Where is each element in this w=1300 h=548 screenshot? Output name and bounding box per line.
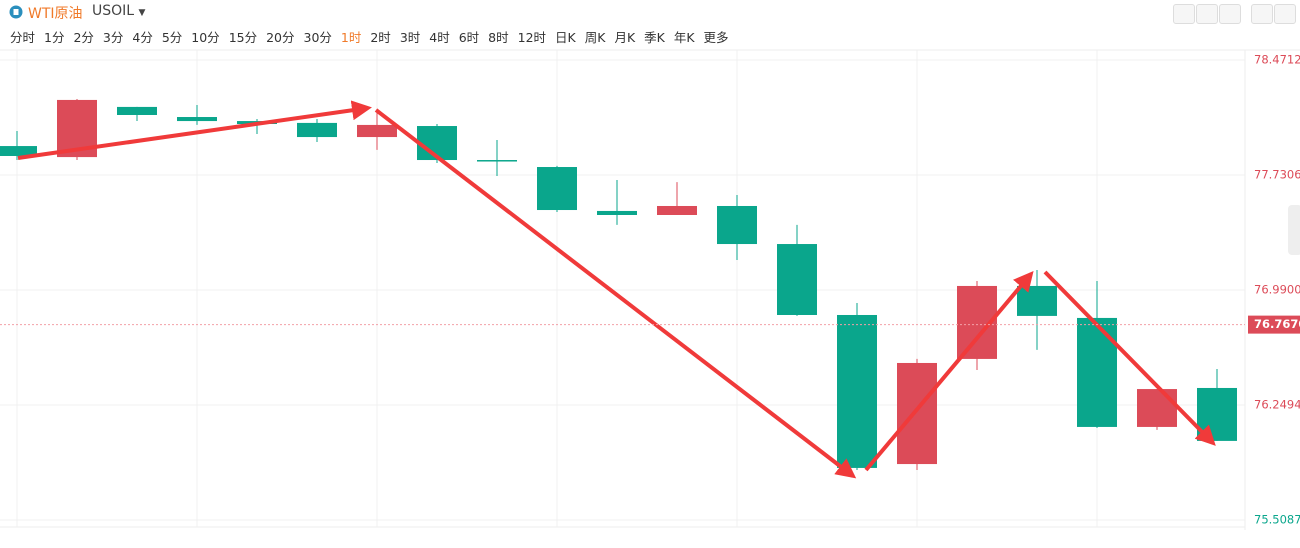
indicator-button[interactable] [1173,4,1195,24]
interval-tab[interactable]: 15分 [228,30,258,45]
candle-body [1137,389,1177,427]
interval-tab[interactable]: 4时 [429,30,450,45]
candle-button[interactable] [1219,4,1241,24]
candle-body [0,146,37,156]
candle-body [117,106,157,115]
draw-button[interactable] [1196,4,1218,24]
interval-tab[interactable]: 6时 [458,30,480,45]
y-tick-label: 77.7306 [1254,167,1300,181]
annotations [17,100,1216,479]
interval-tab[interactable]: 30分 [303,30,332,45]
y-tick-label: 76.2494 [1254,397,1300,411]
last-price-box [1248,315,1300,334]
trend-arrow [374,108,857,479]
interval-tab[interactable]: 年K [673,30,695,45]
interval-tab[interactable]: 20分 [266,30,295,45]
interval-tabs: 分时 1分 2分 3分 4分 5分 10分 15分 20分 30分 1时 2时 3时 4时 6时 8时 12时日… [10,27,729,46]
interval-tab[interactable]: 10分 [191,30,220,45]
chart-title[interactable]: WTI原油 [28,6,83,22]
last-price-label: 76.7670 [1254,317,1300,331]
fullscreen-button[interactable] [1251,4,1273,24]
interval-tab[interactable]: 4分 [132,30,153,45]
candle-body [837,314,877,468]
interval-tab[interactable]: 12时 [517,30,547,45]
interval-tab[interactable]: 分时 [10,30,36,45]
interval-tab[interactable]: 5分 [161,30,183,45]
candle-body [537,167,577,211]
candle-body [717,205,757,245]
toolbar: WTI原油 USOIL ▼ [0,0,1300,24]
interval-tab[interactable]: 周K [584,30,606,45]
interval-tab[interactable]: 2分 [73,30,94,45]
trend-arrow [864,270,1034,472]
candle-body [897,362,937,465]
interval-tab[interactable]: 8时 [488,30,509,45]
candle-body [357,124,397,138]
interval-tab[interactable]: 日K [555,30,576,45]
interval-tab[interactable]: 季K [644,30,665,45]
interval-tab[interactable]: 月K [614,30,636,45]
candle-body [297,122,337,138]
interval-tab[interactable]: 3分 [102,30,124,45]
symbol-icon [9,5,23,19]
close-button[interactable] [1274,4,1296,24]
candle-body [1077,317,1117,427]
candle-body [177,117,217,122]
y-tick-label: 76.9900 [1254,282,1300,296]
symbol-text: USOIL [92,3,135,19]
candle-body [477,160,517,162]
candle-body [1017,285,1057,316]
interval-tab[interactable]: 更多 [703,30,729,45]
trend-arrow [1043,270,1216,446]
interval-tab[interactable]: 1分 [44,30,65,45]
y-tick-label: 75.5087 [1254,513,1300,527]
interval-tab[interactable]: 1时 [340,30,362,45]
candle-body [777,244,817,315]
y-tick-label: 78.4712 [1254,53,1300,67]
symbol[interactable]: USOIL ▼ [92,3,146,19]
side-handle[interactable] [1288,205,1300,255]
trend-arrow [17,100,372,160]
interval-tab[interactable]: 2时 [370,30,391,45]
candle-body [597,210,637,215]
candle-body [657,205,697,215]
interval-tab[interactable]: 3时 [399,30,421,45]
